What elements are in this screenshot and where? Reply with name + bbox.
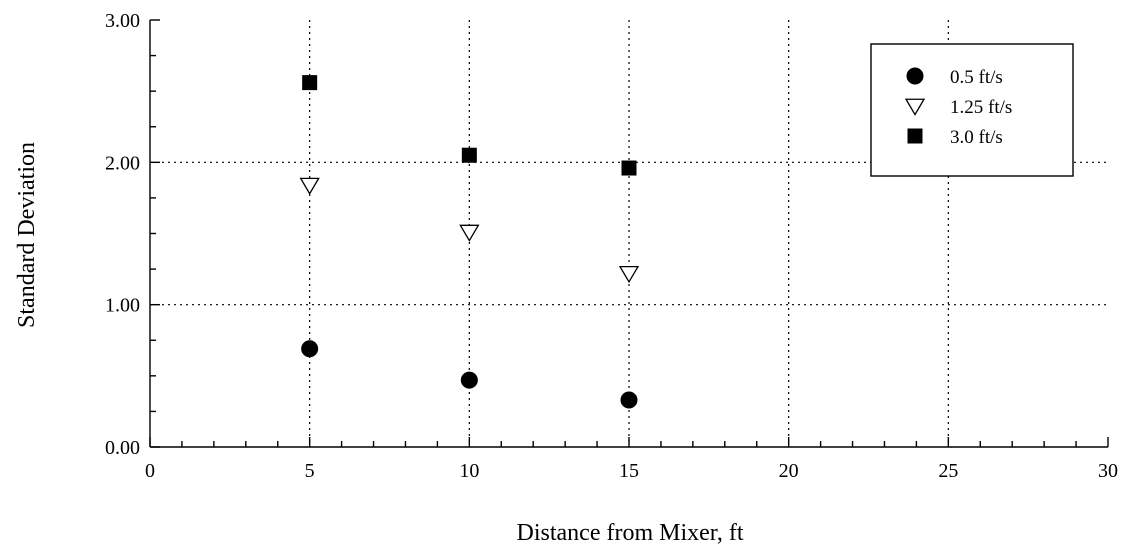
- x-tick-label: 15: [619, 460, 639, 482]
- data-point: [459, 224, 480, 242]
- y-tick-label: 3.00: [105, 10, 140, 32]
- axes: [149, 19, 1109, 448]
- data-point: [620, 391, 638, 409]
- legend-label: 1.25 ft/s: [950, 97, 1012, 118]
- legend-item: 3.0 ft/s: [907, 127, 1003, 148]
- legend-item: 0.5 ft/s: [906, 67, 1003, 88]
- x-axis-title: Distance from Mixer, ft: [517, 520, 744, 546]
- series-1: [301, 340, 638, 409]
- x-tick-label: 20: [779, 460, 799, 482]
- legend-marker: [904, 98, 926, 116]
- data-point: [460, 371, 478, 389]
- x-tick-label: 10: [459, 460, 479, 482]
- x-tick-label: 0: [145, 460, 155, 482]
- data-point: [461, 147, 477, 163]
- legend: 0.5 ft/s 1.25 ft/s 3.0 ft/s: [870, 43, 1074, 177]
- legend-item: 1.25 ft/s: [904, 97, 1012, 118]
- data-point: [618, 265, 640, 284]
- legend-label: 3.0 ft/s: [950, 127, 1003, 148]
- legend-marker: [906, 67, 924, 85]
- legend-marker: [907, 128, 923, 144]
- legend-box: [870, 43, 1074, 177]
- y-tick-label: 2.00: [105, 152, 140, 174]
- tick-labels: 0 5 10 15 20 25 30 0.00 1.00 2.00 3.00: [105, 10, 1118, 482]
- data-point: [621, 160, 637, 176]
- x-tick-label: 30: [1098, 460, 1118, 482]
- legend-label: 0.5 ft/s: [950, 67, 1003, 88]
- y-tick-label: 0.00: [105, 437, 140, 459]
- x-tick-label: 5: [305, 460, 315, 482]
- data-point: [299, 177, 320, 195]
- series-3: [302, 75, 637, 176]
- x-tick-label: 25: [938, 460, 958, 482]
- data-point: [302, 75, 318, 91]
- y-tick-label: 1.00: [105, 295, 140, 317]
- data-points: [299, 75, 640, 409]
- data-point: [301, 340, 319, 358]
- series-2: [299, 177, 640, 284]
- y-axis-title: Standard Deviation: [14, 142, 40, 328]
